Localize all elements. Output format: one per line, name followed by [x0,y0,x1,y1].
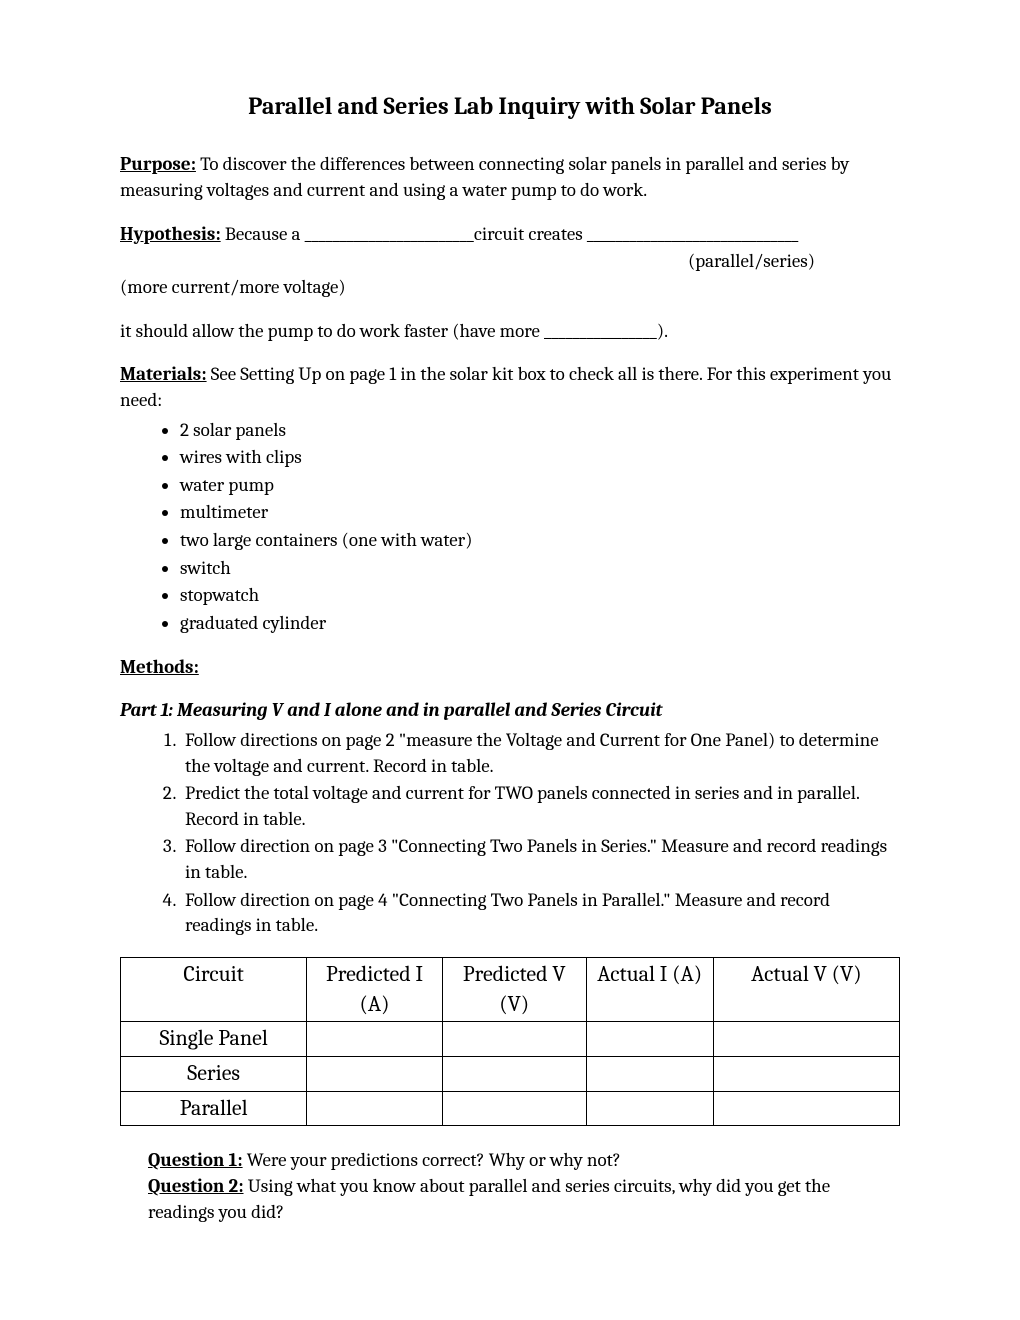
hypothesis-line-1: Hypothesis: Because a __________________… [120,222,900,248]
header-predicted-v: Predicted V (V) [442,958,586,1022]
hypothesis-text-2b: ). [657,320,668,342]
data-table: Circuit Predicted I (A) Predicted V (V) … [120,957,900,1126]
table-row: Parallel [121,1091,900,1126]
list-item: Follow direction on page 3 "Connecting T… [180,834,900,885]
cell-av[interactable] [713,1057,899,1092]
header-predicted-i: Predicted I (A) [307,958,442,1022]
hypothesis-text-2a: it should allow the pump to do work fast… [120,320,544,342]
cell-pi[interactable] [307,1091,442,1126]
hypothesis-text-1a: Because a [221,223,305,245]
question-1-text: Were your predictions correct? Why or wh… [243,1149,621,1171]
hypothesis-section: Hypothesis: Because a __________________… [120,222,900,345]
question-2-label: Question 2: [148,1175,244,1197]
table-row: Series [121,1057,900,1092]
table-row: Single Panel [121,1022,900,1057]
cell-av[interactable] [713,1091,899,1126]
question-2-text: Using what you know about parallel and s… [148,1175,830,1223]
question-1: Question 1: Were your predictions correc… [148,1148,900,1174]
cell-pv[interactable] [442,1022,586,1057]
header-actual-v: Actual V (V) [713,958,899,1022]
list-item: water pump [180,473,900,499]
cell-circuit: Series [121,1057,307,1092]
list-item: 2 solar panels [180,418,900,444]
cell-ai[interactable] [586,1091,713,1126]
purpose-paragraph: Purpose: To discover the differences bet… [120,152,900,203]
question-1-label: Question 1: [148,1149,243,1171]
hypothesis-label: Hypothesis: [120,223,221,245]
cell-pi[interactable] [307,1057,442,1092]
questions: Question 1: Were your predictions correc… [120,1148,900,1225]
hypothesis-hint-2: (more current/more voltage) [120,275,900,301]
cell-circuit: Parallel [121,1091,307,1126]
hypothesis-blank-2: ______________________________ [587,223,798,245]
table-header-row: Circuit Predicted I (A) Predicted V (V) … [121,958,900,1022]
list-item: Predict the total voltage and current fo… [180,781,900,832]
list-item: Follow direction on page 4 "Connecting T… [180,888,900,939]
cell-pv[interactable] [442,1091,586,1126]
list-item: graduated cylinder [180,611,900,637]
purpose-text: To discover the differences between conn… [120,153,849,201]
list-item: multimeter [180,500,900,526]
page-title: Parallel and Series Lab Inquiry with Sol… [120,90,900,122]
cell-circuit: Single Panel [121,1022,307,1057]
cell-ai[interactable] [586,1022,713,1057]
purpose-label: Purpose: [120,153,196,175]
methods-label-paragraph: Methods: [120,655,900,681]
list-item: Follow directions on page 2 "measure the… [180,728,900,779]
header-circuit: Circuit [121,958,307,1022]
hypothesis-blank-1: ________________________ [305,223,474,245]
materials-label: Materials: [120,363,207,385]
hypothesis-text-1b: circuit creates [474,223,587,245]
materials-text: See Setting Up on page 1 in the solar ki… [120,363,891,411]
hypothesis-hint-1: (parallel/series) [120,249,900,275]
header-actual-i: Actual I (A) [586,958,713,1022]
question-2: Question 2: Using what you know about pa… [148,1174,900,1225]
list-item: switch [180,556,900,582]
cell-av[interactable] [713,1022,899,1057]
list-item: stopwatch [180,583,900,609]
part1-title: Part 1: Measuring V and I alone and in p… [120,698,900,724]
list-item: two large containers (one with water) [180,528,900,554]
list-item: wires with clips [180,445,900,471]
hypothesis-line-2: it should allow the pump to do work fast… [120,319,900,345]
methods-label: Methods: [120,656,199,678]
cell-pv[interactable] [442,1057,586,1092]
cell-ai[interactable] [586,1057,713,1092]
materials-paragraph: Materials: See Setting Up on page 1 in t… [120,362,900,413]
cell-pi[interactable] [307,1022,442,1057]
hypothesis-blank-3: ________________ [544,320,657,342]
methods-steps: Follow directions on page 2 "measure the… [120,728,900,939]
materials-list: 2 solar panels wires with clips water pu… [120,418,900,637]
